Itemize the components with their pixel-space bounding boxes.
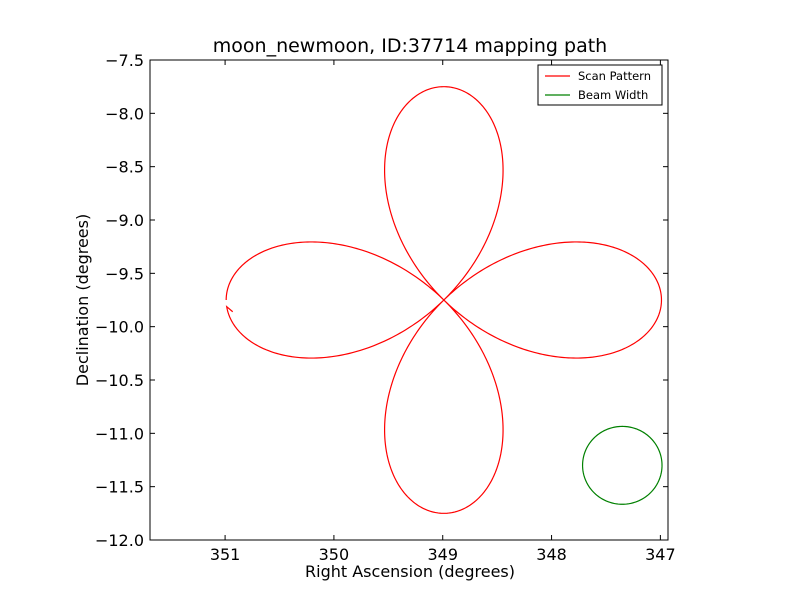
- y-tick-label: −9.5: [105, 264, 144, 283]
- legend-entry-beam-width: Beam Width: [578, 88, 648, 102]
- y-tick-label: −11.5: [95, 478, 144, 497]
- y-axis-label: Declination (degrees): [73, 214, 92, 386]
- y-tick-label: −9.0: [105, 211, 144, 230]
- x-tick-label: 350: [319, 545, 350, 564]
- y-tick-label: −7.5: [105, 51, 144, 70]
- series-line-scan-pattern: [225, 86, 663, 514]
- y-tick-label: −8.0: [105, 104, 144, 123]
- x-axis: 351 350 349 348 347: [210, 60, 676, 564]
- y-tick-label: −12.0: [95, 531, 144, 550]
- y-tick-label: −11.0: [95, 424, 144, 443]
- series-line-beam-width: [581, 425, 663, 505]
- plot-frame: [149, 59, 669, 541]
- x-tick-label: 348: [536, 545, 567, 564]
- legend-box: [537, 64, 663, 106]
- x-axis-label: Right Ascension (degrees): [305, 562, 515, 581]
- x-tick-label: 351: [210, 545, 241, 564]
- x-tick-label: 349: [427, 545, 458, 564]
- y-tick-label: −10.5: [95, 371, 144, 390]
- y-tick-label: −10.0: [95, 318, 144, 337]
- y-tick-label: −8.5: [105, 158, 144, 177]
- legend-entry-scan-pattern: Scan Pattern: [578, 69, 651, 83]
- x-tick-label: 347: [645, 545, 676, 564]
- legend: Scan Pattern Beam Width: [537, 64, 663, 106]
- chart-title: moon_newmoon, ID:37714 mapping path: [213, 35, 607, 57]
- y-axis: −7.5 −8.0 −8.5 −9.0 −9.5 −10.0 −10.5 −11.0 −11.5…: [95, 51, 668, 550]
- plot-area: [150, 60, 668, 540]
